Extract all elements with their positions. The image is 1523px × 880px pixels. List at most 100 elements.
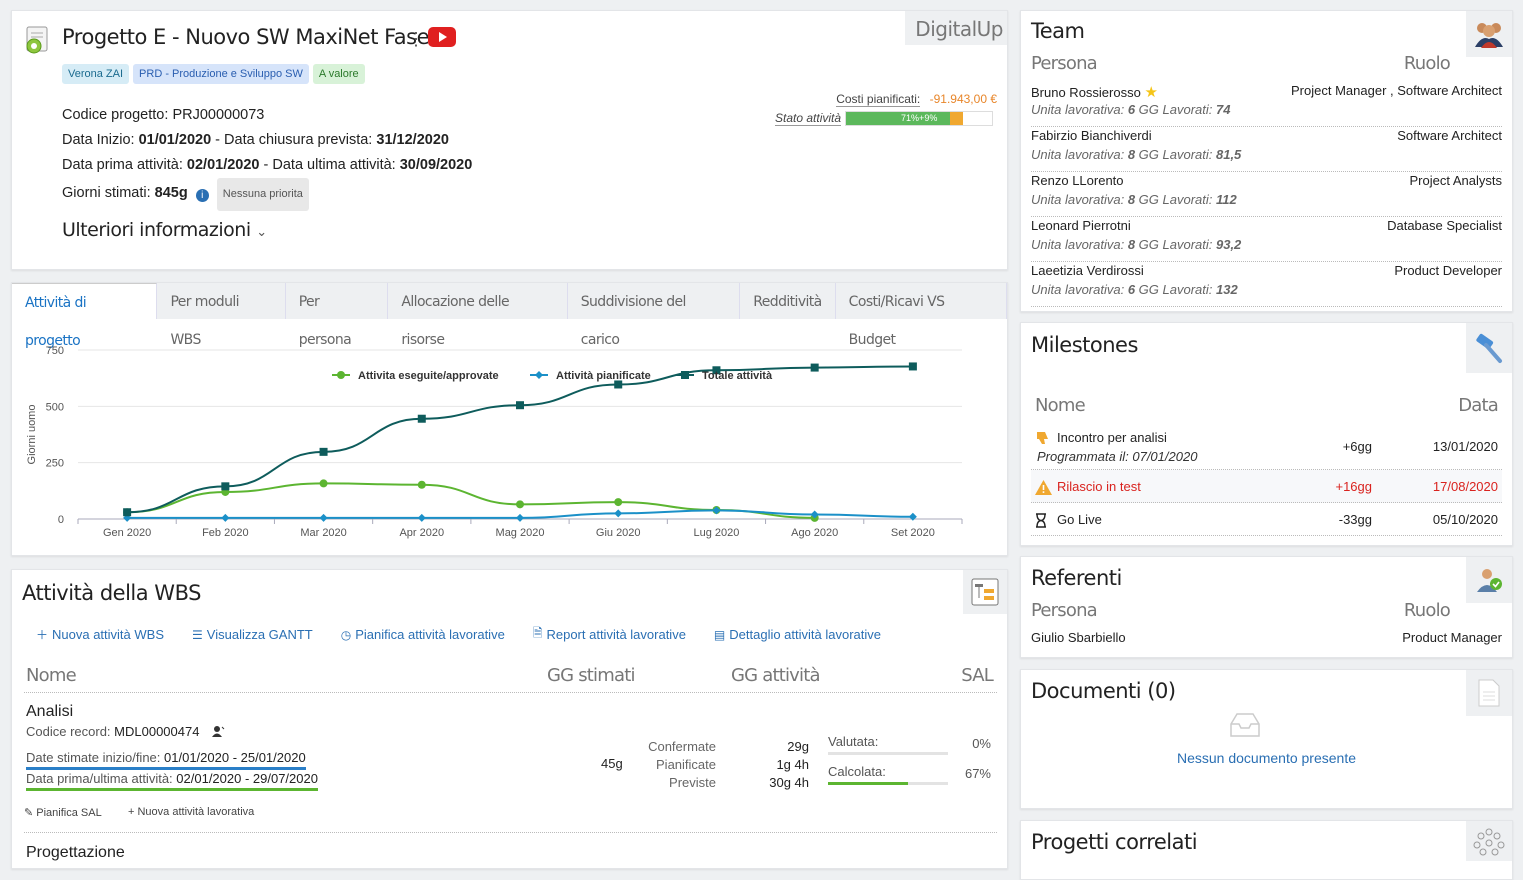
data-point — [417, 513, 426, 522]
project-activity-dates-line: Data prima attività: 02/01/2020 - Data u… — [62, 157, 473, 173]
plan-sal-link[interactable]: ✎ Pianifica SAL — [24, 807, 102, 819]
wbs-card: Attività della WBS ＋ Nuova attività WBS ☰ V… — [11, 569, 1008, 869]
project-icon — [23, 25, 53, 55]
plan-work-activities-link[interactable]: ◷ Pianifica attività lavorative — [340, 627, 505, 642]
report-work-activities-link[interactable]: 🗎 Report attività lavorative — [533, 624, 686, 645]
status-bar-orange — [949, 112, 963, 125]
youtube-icon[interactable] — [428, 27, 456, 52]
wbs-row-est-dates: Date stimate inizio/fine: 01/01/2020 - 2… — [26, 750, 306, 770]
data-point — [614, 509, 623, 518]
team-col-person: Persona — [1031, 53, 1098, 74]
tab-3[interactable]: Allocazione delle risorse — [388, 283, 568, 348]
kebab-menu-icon[interactable]: ⋮ — [407, 29, 425, 49]
planned-costs-label: Costi pianificati: — [836, 92, 921, 107]
planned-costs: Costi pianificati: -91.943,00 € — [836, 92, 997, 107]
tab-6[interactable]: Costi/Ricavi VS Budget — [835, 283, 1008, 348]
document-icon — [1466, 670, 1512, 716]
wbs-title: Attività della WBS — [22, 581, 201, 605]
chart-tabs: Attività di progetto Per moduli WBS Per pe… — [12, 283, 1008, 349]
x-tick-label: Set 2020 — [891, 527, 935, 539]
tab-2[interactable]: Per persona — [285, 283, 389, 348]
member-unit: Unita lavorativa: 8 GG Lavorati: 112 — [1031, 192, 1237, 207]
milestone-date: 13/01/2020 — [1432, 439, 1498, 454]
referenti-title: Referenti — [1031, 566, 1122, 590]
wbs-col-sal: SAL — [961, 665, 993, 686]
data-point — [712, 506, 721, 515]
correlati-card: Progetti correlati — [1020, 820, 1513, 880]
tab-0[interactable]: Attività di progetto — [12, 283, 158, 349]
team-list: Bruno Rossierosso ★ Project Manager , So… — [1031, 82, 1502, 307]
member-name: Laeetizia Verdirossi — [1031, 263, 1144, 278]
milestone-hammer-icon — [1466, 323, 1512, 373]
member-role: Project Manager , Software Architect — [1291, 83, 1502, 98]
data-point — [908, 362, 917, 371]
sal-calcolata-value: 67% — [964, 766, 991, 781]
first-activity-date: 02/01/2020 — [186, 157, 260, 173]
user-assign-icon[interactable] — [211, 724, 225, 739]
data-point — [417, 414, 426, 423]
milestone-row[interactable]: Rilascio in test +16gg 17/08/2020 — [1031, 470, 1502, 503]
team-col-role: Ruolo — [1403, 53, 1451, 74]
x-tick-label: Gen 2020 — [103, 527, 151, 539]
legend-label: Attività pianificate — [556, 370, 651, 382]
team-title: Team — [1031, 19, 1085, 43]
milestone-date: 05/10/2020 — [1432, 512, 1498, 527]
data-point — [417, 480, 426, 489]
data-point — [319, 513, 328, 522]
planned-costs-value: -91.943,00 € — [929, 92, 997, 106]
status-bar: 71%+9% — [845, 111, 994, 126]
wbs-row-name: Analisi — [26, 703, 74, 720]
last-activity-date: 30/09/2020 — [399, 157, 473, 173]
team-member-row[interactable]: Laeetizia Verdirossi Product Developer U… — [1031, 262, 1502, 307]
tab-4[interactable]: Suddivisione del carico — [567, 283, 741, 348]
more-info-toggle[interactable]: Ulteriori informazioni ⌄ — [62, 219, 267, 241]
team-member-row[interactable]: Bruno Rossierosso ★ Project Manager , So… — [1031, 82, 1502, 127]
y-tick-label: 750 — [46, 345, 64, 357]
member-name: Bruno Rossierosso — [1031, 85, 1141, 100]
info-icon[interactable]: i — [195, 189, 209, 202]
member-role: Database Specialist — [1387, 218, 1502, 233]
x-tick-label: Mar 2020 — [300, 527, 346, 539]
x-tick-label: Apr 2020 — [399, 527, 444, 539]
new-wbs-activity-link[interactable]: ＋ Nuova attività WBS — [36, 627, 165, 642]
documenti-title: Documenti (0) — [1031, 679, 1176, 703]
wbs-row-progettazione[interactable]: Progettazione — [26, 844, 125, 861]
team-member-row[interactable]: Fabirzio Bianchiverdi Software Architect… — [1031, 127, 1502, 172]
new-work-activity-link[interactable]: + Nuova attività lavorativa — [128, 806, 255, 818]
status-bar-text: 71%+9% — [901, 113, 938, 123]
project-tags: Verona ZAI PRD - Produzione e Sviluppo SW… — [62, 64, 369, 84]
tab-1[interactable]: Per moduli WBS — [157, 283, 286, 348]
wbs-col-name: Nome — [26, 665, 77, 686]
legend-label: Attivita eseguite/approvate — [358, 370, 499, 382]
milestone-row[interactable]: Go Live -33gg 05/10/2020 — [1031, 503, 1502, 536]
member-unit: Unita lavorativa: 8 GG Lavorati: 81,5 — [1031, 147, 1242, 162]
tab-5[interactable]: Redditività — [740, 283, 836, 319]
detail-work-activities-icon: ▤ — [713, 627, 726, 642]
wbs-tree-icon[interactable] — [963, 570, 1007, 614]
chart-card: Attività di progetto Per moduli WBS Per pe… — [11, 282, 1008, 556]
thumbs-down-icon — [1035, 430, 1051, 451]
data-point — [516, 401, 524, 410]
data-point — [908, 512, 917, 521]
member-unit: Unita lavorativa: 8 GG Lavorati: 93,2 — [1031, 237, 1242, 252]
star-icon: ★ — [1144, 84, 1158, 101]
activity-status-label: Stato attività — [775, 111, 842, 126]
detail-work-activities-link[interactable]: ▤ Dettaglio attività lavorative — [713, 627, 882, 642]
sal-valutata: Valutata: — [828, 734, 948, 755]
wbs-row-analisi[interactable]: Analisi Codice record: MDL00000474 Date … — [24, 700, 997, 833]
milestones-card: Milestones Nome Data Incontro per analis… — [1020, 322, 1513, 546]
milestone-row[interactable]: Incontro per analisi Programmata il: 07/… — [1031, 423, 1502, 470]
hourglass-icon — [1035, 513, 1047, 533]
member-name: Renzo LLorento — [1031, 173, 1124, 188]
view-gantt-link[interactable]: ☰ Visualizza GANTT — [192, 627, 313, 642]
data-point — [712, 366, 721, 375]
team-member-row[interactable]: Leonard Pierrotni Database Specialist Un… — [1031, 217, 1502, 262]
member-name: Leonard Pierrotni — [1031, 218, 1131, 233]
team-member-row[interactable]: Renzo LLorento Project Analysts Unita la… — [1031, 172, 1502, 217]
milestones-col-date: Data — [1458, 395, 1499, 416]
team-card: Team Persona Ruolo Bruno Rossierosso ★ P… — [1020, 10, 1513, 312]
warning-icon — [1035, 480, 1052, 500]
legend-marker — [535, 371, 543, 379]
data-point — [614, 380, 623, 389]
milestone-name: Go Live — [1057, 512, 1102, 527]
